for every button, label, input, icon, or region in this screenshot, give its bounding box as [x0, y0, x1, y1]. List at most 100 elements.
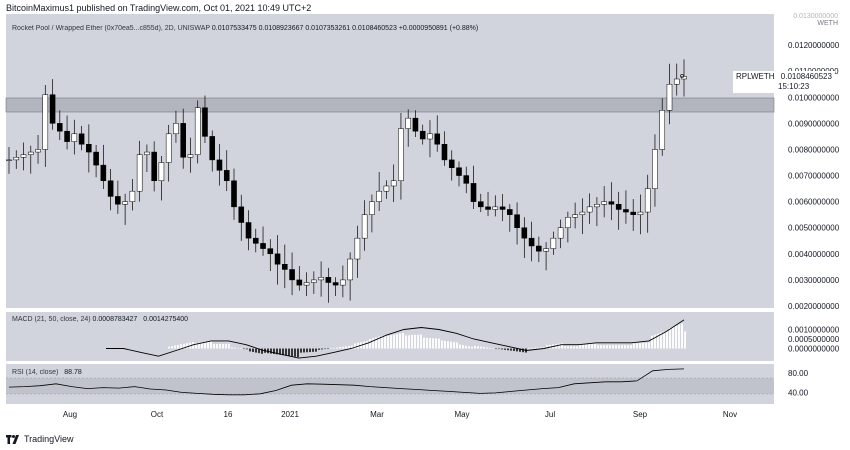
price-tick-label: 0.0120000000: [788, 41, 840, 50]
resistance-zone: [5, 97, 775, 113]
candle-body: [165, 133, 172, 163]
rsi-title[interactable]: RSI (14, close): [12, 369, 59, 376]
macd-histogram-bar: [240, 348, 242, 350]
candle-body: [528, 237, 535, 247]
candle-body: [419, 130, 426, 140]
rsi-band: [6, 378, 774, 394]
macd-histogram-bar: [294, 348, 296, 357]
candle-body: [86, 143, 92, 153]
candle-body: [202, 107, 208, 137]
legend-change: +0.0000950891 (+0.88%): [398, 25, 479, 32]
macd-histogram-bar: [639, 343, 641, 349]
macd-histogram-bar: [381, 335, 383, 349]
macd-histogram-bar: [201, 342, 203, 349]
macd-histogram-bar: [615, 345, 617, 349]
candle-body: [216, 159, 223, 171]
candle-body: [673, 78, 680, 85]
macd-histogram-bar: [507, 348, 509, 351]
macd-histogram-bar: [456, 342, 458, 349]
macd-histogram-bar: [261, 348, 263, 354]
legend-open: 0.0107533475: [211, 25, 257, 32]
macd-value-1: 0.0008783427: [92, 316, 138, 323]
macd-histogram-bar: [174, 345, 176, 349]
candle-body: [601, 201, 607, 205]
macd-histogram-bar: [210, 341, 212, 349]
price-tick-label: 0.0020000000: [788, 302, 840, 311]
rsi-line: [8, 368, 685, 396]
candle-body: [136, 154, 143, 192]
candle-body: [514, 214, 520, 228]
macd-histogram-bar: [459, 344, 461, 349]
candle-body: [340, 279, 346, 286]
price-tick-label: 0.0080000000: [788, 145, 840, 154]
candle-body: [441, 143, 448, 161]
macd-histogram-bar: [330, 348, 332, 349]
candle-body: [659, 110, 666, 150]
candle-body: [238, 206, 245, 223]
macd-histogram-bar: [543, 347, 545, 349]
macd-title[interactable]: MACD (21, 50, close, 24): [12, 316, 91, 323]
macd-histogram-bar: [438, 338, 440, 349]
macd-histogram-bar: [375, 337, 377, 349]
candle-body: [13, 157, 20, 161]
candle-body: [260, 243, 266, 249]
macd-histogram-bar: [423, 337, 425, 349]
candle-body: [579, 211, 586, 215]
time-tick-label: Aug: [63, 410, 77, 419]
candle-body: [129, 190, 136, 202]
macd-histogram-bar: [225, 343, 227, 349]
price-tick-label: 0.0040000000: [788, 250, 840, 259]
macd-histogram-bar: [561, 343, 563, 349]
macd-histogram-bar: [396, 334, 398, 349]
macd-legend[interactable]: MACD (21, 50, close, 24) 0.0008783427 0.…: [12, 316, 188, 323]
macd-histogram-bar: [255, 348, 257, 353]
price-tick-label: 0.0100000000: [788, 93, 840, 102]
macd-histogram-bar: [291, 348, 293, 357]
macd-histogram-bar: [393, 334, 395, 349]
macd-histogram-bar: [591, 343, 593, 349]
candle-body: [398, 128, 404, 182]
macd-histogram-bar: [435, 338, 437, 349]
macd-histogram-bar: [348, 345, 350, 349]
macd-histogram-bar: [318, 348, 320, 350]
macd-histogram-bar: [171, 346, 173, 349]
candle-body: [456, 167, 462, 176]
price-tick-label: 0.0070000000: [788, 172, 840, 181]
main-legend[interactable]: Rocket Pool / Wrapped Ether (0x70ea5...c…: [12, 25, 478, 32]
macd-histogram-bar: [534, 347, 536, 349]
symbol-title[interactable]: Rocket Pool / Wrapped Ether (0x70ea5...c…: [12, 25, 210, 32]
candle-body: [383, 185, 390, 192]
candle-body: [608, 201, 615, 205]
price-axis-unit: WETH: [817, 20, 838, 27]
macd-histogram-bar: [510, 348, 512, 351]
candle-body: [666, 83, 673, 111]
time-tick-label: Jul: [545, 410, 555, 419]
rsi-legend[interactable]: RSI (14, close) 88.78: [12, 369, 82, 376]
time-tick-label: May: [454, 410, 469, 419]
macd-histogram-bar: [501, 348, 503, 350]
candle-body: [231, 180, 237, 208]
price-tag-price: 0.0108460523: [780, 72, 832, 81]
macd-histogram-bar: [657, 333, 659, 349]
footer-brand[interactable]: TradingView: [6, 432, 74, 446]
candle-body: [405, 117, 411, 129]
candle-body: [492, 206, 499, 210]
author-name[interactable]: BitcoinMaximus1: [6, 3, 75, 13]
macd-histogram-bar: [465, 345, 467, 349]
macd-histogram-bar: [414, 334, 416, 349]
macd-histogram-bar: [282, 348, 284, 356]
candle-body: [78, 133, 85, 145]
time-tick-label: Oct: [151, 410, 164, 419]
macd-histogram-bar: [612, 345, 614, 349]
candle-body: [223, 170, 230, 182]
macd-histogram-bar: [579, 344, 581, 349]
last-price-marker: [680, 74, 684, 78]
candle-body: [644, 188, 651, 213]
candle-body: [477, 201, 484, 208]
macd-histogram-bar: [582, 344, 584, 349]
macd-histogram-bar: [630, 345, 632, 349]
macd-histogram-bar: [450, 341, 452, 349]
candle-body: [42, 94, 49, 150]
